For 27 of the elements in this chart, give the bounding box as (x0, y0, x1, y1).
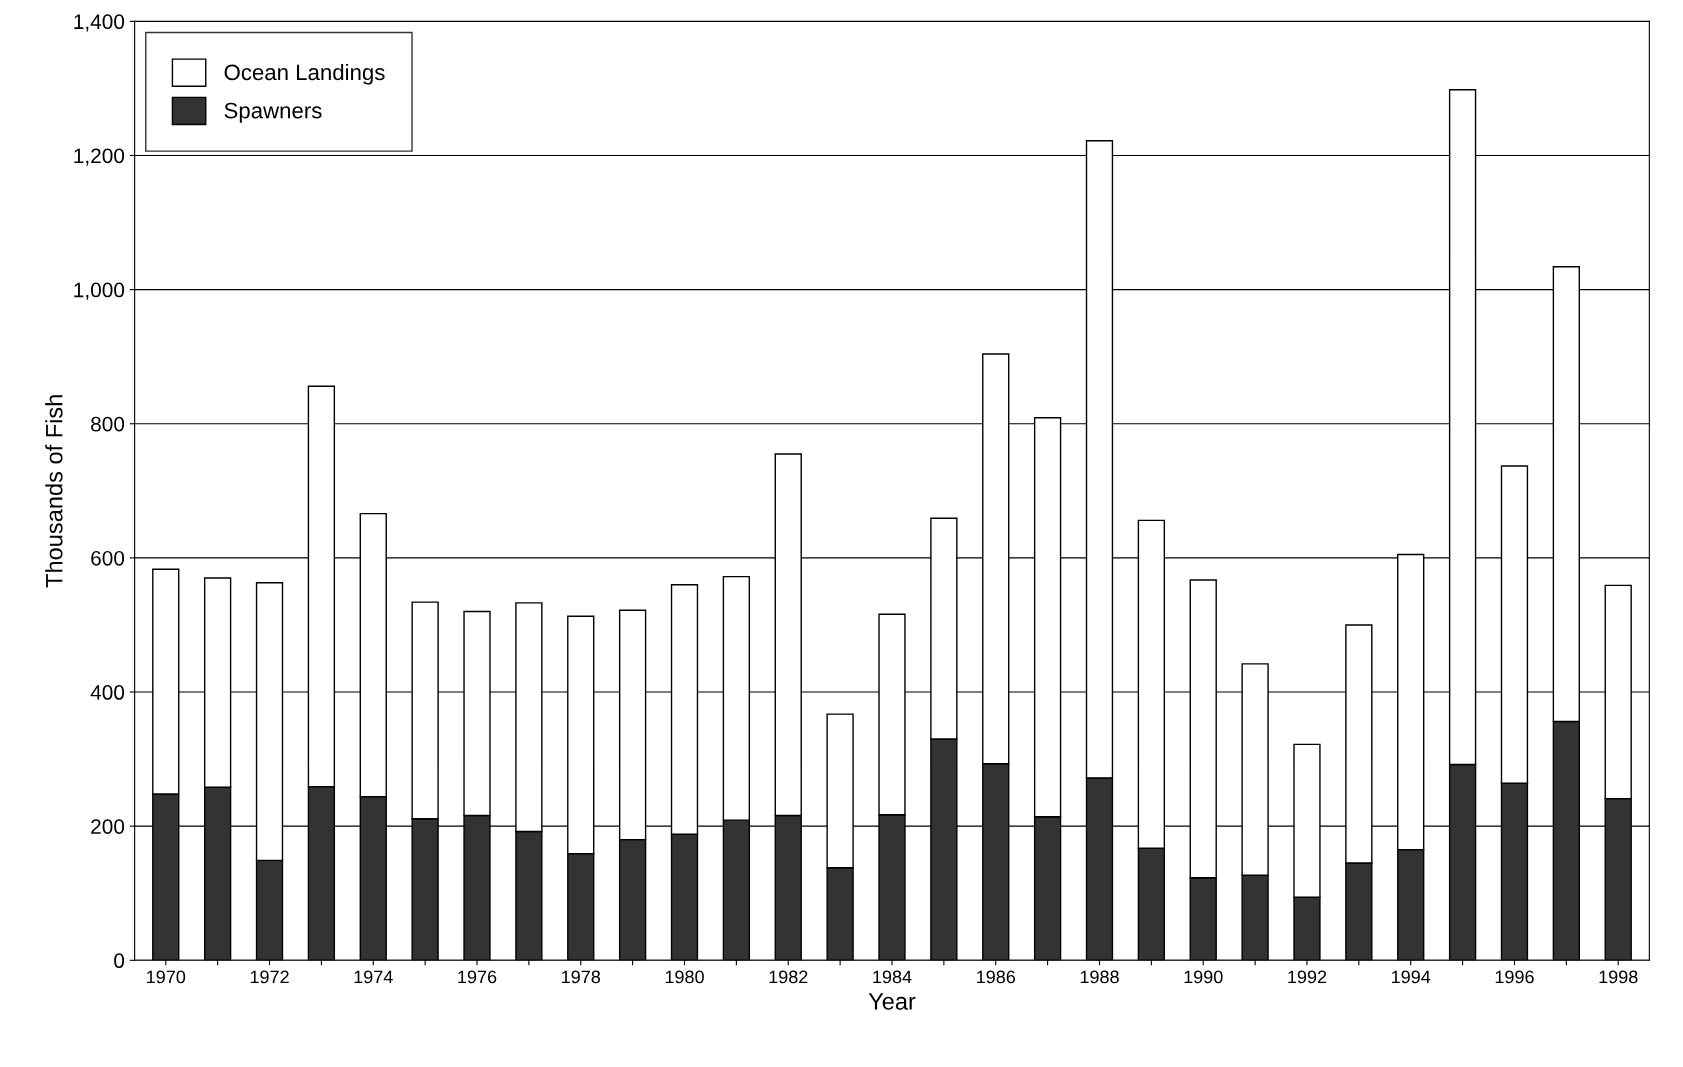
x-tick-label: 1992 (1288, 970, 1327, 984)
y-tick-label: 600 (91, 550, 125, 566)
y-tick-label: 1,400 (74, 14, 125, 32)
x-tick-label: 1974 (354, 970, 393, 984)
x-tick-label: 1970 (147, 970, 186, 984)
x-tick-label: 1976 (458, 970, 497, 984)
x-tick-label: 1996 (1495, 970, 1534, 984)
x-tick-label: 1984 (873, 970, 912, 984)
legend-label: Spawners (224, 102, 322, 123)
y-tick-label: 400 (90, 685, 125, 700)
y-tick-label: 800 (91, 416, 125, 432)
x-tick-label: 1980 (665, 970, 704, 984)
x-tick-label: 1990 (1184, 970, 1223, 984)
y-tick-label: 200 (91, 819, 125, 834)
x-tick-label: 1972 (250, 970, 289, 984)
x-tick-label: 1994 (1392, 970, 1431, 984)
x-tick-label: 1988 (1080, 970, 1119, 984)
y-tick-label: 0 (114, 953, 125, 969)
x-tick-label: 1998 (1599, 970, 1638, 984)
y-axis-title: Thousands of Fish (45, 395, 63, 588)
y-tick-label: 1,000 (74, 282, 125, 300)
x-tick-label: 1978 (562, 970, 601, 984)
x-tick-label: 1982 (769, 970, 808, 984)
legend-label: Ocean Landings (224, 63, 385, 85)
y-tick-label: 1,200 (74, 148, 125, 166)
x-axis-title: Year (868, 993, 916, 1010)
x-tick-label: 1986 (977, 970, 1016, 984)
